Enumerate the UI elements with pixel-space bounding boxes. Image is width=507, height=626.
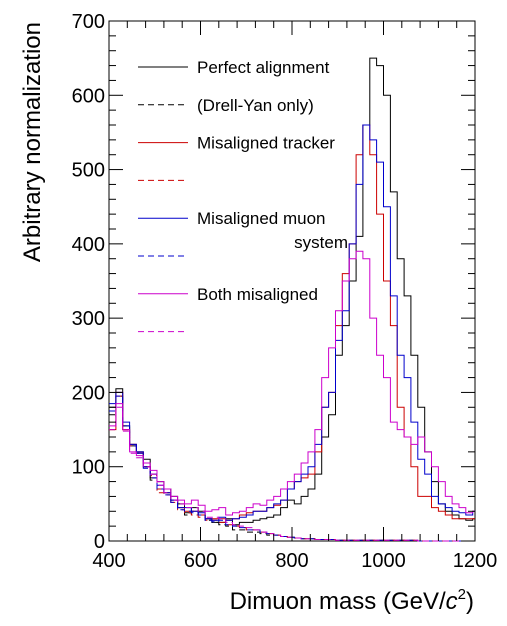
legend-label: (Drell-Yan only): [197, 96, 314, 115]
legend-label: Both misaligned: [197, 285, 318, 304]
y-tick-label: 400: [72, 234, 105, 256]
y-tick-label: 0: [94, 531, 105, 553]
y-tick-label: 500: [72, 160, 105, 182]
x-tick-label: 1000: [361, 550, 406, 572]
legend-label: Misaligned muon: [197, 209, 326, 228]
y-tick-label: 100: [72, 457, 105, 479]
series-line-7: [109, 406, 475, 542]
series-line-3: [109, 395, 475, 542]
x-tick-label: 400: [92, 550, 125, 572]
series-line-1: [109, 395, 475, 542]
x-axis-title-close: ): [466, 588, 474, 615]
series-layer: [109, 57, 475, 542]
x-axis-title: Dimuon mass (GeV/c2): [230, 586, 474, 615]
x-axis-title-italic: c: [446, 588, 458, 615]
ticks-layer: 400 600 800 1000 1200 0 100 200 300 400 500 600 700: [72, 11, 498, 572]
legend-label-continued: system: [294, 233, 348, 252]
y-tick-label: 600: [72, 85, 105, 107]
legend: Perfect alignment (Drell-Yan only) Misalig…: [138, 58, 348, 333]
y-tick-label: 200: [72, 382, 105, 404]
y-tick-label: 300: [72, 308, 105, 330]
legend-label: Perfect alignment: [197, 58, 330, 77]
y-axis-title: Arbitrary normalization: [19, 22, 46, 262]
series-line-4: [109, 124, 475, 521]
x-tick-label: 600: [184, 550, 217, 572]
x-axis-title-main: Dimuon mass (GeV/: [230, 588, 446, 615]
x-tick-label: 800: [275, 550, 308, 572]
series-line-5: [109, 395, 475, 542]
y-tick-label: 700: [72, 11, 105, 33]
legend-label: Misaligned tracker: [197, 134, 335, 153]
x-axis-title-sup: 2: [458, 586, 466, 603]
series-line-2: [109, 124, 475, 521]
x-tick-label: 1200: [453, 550, 498, 572]
